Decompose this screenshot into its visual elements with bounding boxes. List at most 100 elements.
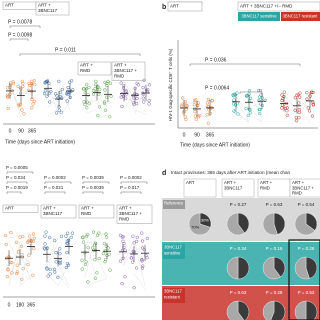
pie-slice [262, 256, 281, 280]
data-point [259, 93, 263, 97]
group-header-box [77, 61, 112, 76]
connector [19, 243, 32, 285]
connector [183, 104, 198, 108]
connector [122, 239, 135, 266]
data-point [48, 272, 52, 276]
data-point [5, 93, 9, 97]
group-header-box [40, 204, 77, 219]
data-point [293, 108, 297, 113]
connector [248, 103, 263, 107]
connector [9, 93, 22, 102]
data-point [145, 236, 150, 241]
data-point [102, 241, 106, 246]
bracket [82, 181, 110, 184]
data-point [309, 90, 314, 94]
data-point [54, 260, 58, 264]
connector [283, 111, 298, 119]
connector [283, 112, 298, 123]
p-value: P = 0.036 [205, 57, 227, 63]
data-point [91, 92, 96, 96]
data-point [297, 101, 301, 105]
p-value: P = 0.0039 [82, 175, 104, 180]
data-point [236, 112, 240, 116]
data-point [97, 256, 101, 261]
data-point [298, 91, 302, 95]
data-point [131, 234, 135, 238]
pie-slice [305, 256, 318, 279]
data-point [84, 260, 88, 264]
pie-slice [273, 212, 286, 235]
data-point [102, 101, 107, 105]
connector [133, 240, 146, 242]
connector [133, 273, 146, 290]
data-point [205, 112, 209, 117]
data-point [247, 107, 252, 111]
group-header: RMD [81, 211, 92, 216]
data-point [16, 84, 20, 89]
data-point [124, 96, 128, 100]
data-point [140, 259, 144, 263]
data-point [122, 242, 126, 246]
data-point [305, 97, 309, 101]
data-point [83, 91, 87, 95]
data-point [59, 234, 64, 239]
data-point [45, 79, 50, 83]
data-point [193, 114, 197, 118]
data-point [104, 244, 109, 248]
data-point [70, 231, 75, 235]
data-point [307, 109, 312, 113]
connector [20, 92, 33, 95]
data-point [232, 102, 236, 106]
pie-slice [237, 300, 250, 320]
data-point [15, 263, 19, 267]
data-point [247, 88, 252, 93]
data-point [65, 250, 69, 255]
bracket [120, 191, 142, 194]
data-point [11, 81, 15, 86]
data-point [90, 246, 95, 250]
data-point [68, 80, 72, 84]
data-point [68, 95, 72, 100]
data-point [142, 78, 146, 82]
data-point [95, 233, 100, 237]
p-value: P = 0.0064 [205, 85, 229, 91]
data-point [233, 93, 238, 97]
data-point [54, 111, 59, 115]
data-point [195, 103, 200, 108]
x-tick-label: 0 [8, 302, 11, 308]
bracket [9, 38, 29, 41]
group-header: 3BNC117 [43, 211, 63, 216]
data-point [98, 87, 102, 92]
data-point [94, 79, 98, 84]
data-point [124, 89, 128, 94]
x-tick-label: 365 [206, 132, 215, 138]
data-point [31, 273, 35, 277]
row-label: resistant [164, 295, 181, 300]
connector [20, 88, 33, 96]
data-point [244, 106, 248, 111]
data-point [60, 87, 64, 92]
data-point [103, 80, 107, 85]
connector [95, 233, 108, 238]
p-value: P = 0.34 [230, 246, 247, 251]
data-point [58, 260, 62, 265]
pie-slice [270, 300, 286, 320]
column-header-box [183, 178, 217, 198]
data-point [91, 89, 96, 93]
x-tick-label: 0 [183, 132, 186, 138]
connector [8, 235, 21, 239]
data-point [53, 270, 57, 274]
row-label: 3BNC117 [164, 245, 183, 250]
panel-label: b [162, 4, 166, 11]
data-point [260, 103, 264, 108]
connector [58, 87, 71, 107]
panel-title: Intact proviruses: 365 days after ART in… [171, 170, 291, 175]
data-point [5, 86, 10, 90]
data-point [69, 235, 73, 240]
connector [8, 246, 21, 280]
data-point [46, 274, 50, 278]
data-point [140, 266, 145, 270]
data-point [84, 87, 89, 91]
data-point [119, 81, 123, 85]
data-point [42, 91, 47, 96]
